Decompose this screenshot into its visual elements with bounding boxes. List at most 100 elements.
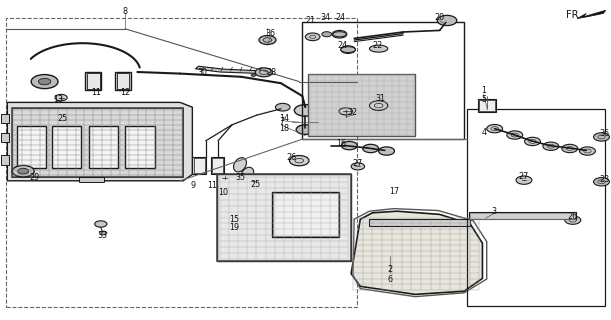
Text: 20: 20 bbox=[434, 13, 445, 22]
Text: 28: 28 bbox=[266, 68, 277, 77]
Text: 19: 19 bbox=[229, 223, 239, 232]
Text: 26: 26 bbox=[287, 153, 297, 162]
Text: 32: 32 bbox=[348, 108, 358, 117]
Bar bbox=[79, 177, 104, 182]
Circle shape bbox=[543, 142, 559, 150]
Bar bbox=[480, 100, 496, 111]
Bar bbox=[1, 155, 9, 165]
Text: 9: 9 bbox=[191, 181, 196, 190]
Bar bbox=[125, 126, 155, 168]
Circle shape bbox=[487, 124, 503, 133]
Text: 34: 34 bbox=[321, 13, 331, 22]
Text: 12: 12 bbox=[120, 88, 130, 97]
Circle shape bbox=[95, 221, 107, 227]
Circle shape bbox=[593, 133, 609, 141]
Circle shape bbox=[363, 144, 379, 153]
Bar bbox=[212, 158, 223, 173]
Text: 16: 16 bbox=[336, 139, 346, 148]
Circle shape bbox=[18, 168, 29, 174]
Bar bbox=[370, 219, 470, 226]
Bar bbox=[6, 18, 357, 307]
Text: 23: 23 bbox=[599, 175, 610, 184]
Ellipse shape bbox=[233, 158, 246, 172]
Text: 15: 15 bbox=[229, 215, 239, 224]
Circle shape bbox=[370, 101, 388, 110]
Text: 7: 7 bbox=[280, 117, 285, 126]
Circle shape bbox=[251, 74, 256, 76]
Circle shape bbox=[516, 176, 532, 184]
Text: 36: 36 bbox=[599, 129, 610, 138]
Text: 6: 6 bbox=[387, 275, 392, 284]
Bar bbox=[12, 108, 183, 177]
Text: 3: 3 bbox=[491, 207, 496, 216]
Bar bbox=[309, 74, 415, 136]
Bar bbox=[469, 212, 576, 219]
Circle shape bbox=[290, 156, 309, 166]
Bar bbox=[192, 157, 206, 174]
Ellipse shape bbox=[370, 45, 388, 52]
Bar bbox=[309, 74, 415, 136]
Circle shape bbox=[565, 216, 580, 224]
Polygon shape bbox=[196, 66, 266, 74]
Bar bbox=[273, 193, 338, 236]
Text: 31: 31 bbox=[375, 94, 386, 103]
Bar bbox=[12, 108, 183, 177]
Circle shape bbox=[296, 125, 315, 134]
Circle shape bbox=[255, 68, 273, 77]
Circle shape bbox=[351, 163, 365, 170]
Circle shape bbox=[322, 32, 332, 37]
Text: 33: 33 bbox=[97, 231, 107, 240]
Text: 5: 5 bbox=[481, 95, 486, 104]
Circle shape bbox=[259, 36, 276, 44]
Bar bbox=[115, 72, 131, 90]
Text: 25: 25 bbox=[250, 180, 260, 189]
Text: 35: 35 bbox=[235, 173, 245, 182]
Text: 10: 10 bbox=[218, 188, 228, 197]
Text: 1: 1 bbox=[481, 86, 486, 95]
Text: 27: 27 bbox=[352, 159, 362, 168]
Ellipse shape bbox=[333, 32, 346, 37]
Text: 21: 21 bbox=[305, 16, 315, 25]
Bar bbox=[467, 109, 604, 306]
Bar bbox=[86, 72, 101, 90]
Text: 25: 25 bbox=[58, 114, 68, 123]
Text: 11: 11 bbox=[208, 181, 218, 190]
Bar bbox=[478, 99, 497, 112]
Circle shape bbox=[562, 144, 577, 153]
Circle shape bbox=[507, 131, 523, 139]
Polygon shape bbox=[577, 10, 606, 19]
Bar bbox=[87, 73, 100, 89]
Circle shape bbox=[100, 231, 107, 235]
Text: 24: 24 bbox=[337, 41, 347, 50]
Circle shape bbox=[276, 103, 290, 111]
Bar bbox=[1, 114, 9, 123]
Text: 13: 13 bbox=[53, 95, 63, 104]
Text: 2: 2 bbox=[387, 265, 392, 274]
Ellipse shape bbox=[341, 47, 356, 52]
Text: 4: 4 bbox=[481, 128, 487, 137]
Circle shape bbox=[437, 15, 457, 26]
Text: 22: 22 bbox=[372, 41, 382, 50]
Text: FR.: FR. bbox=[566, 10, 582, 20]
Circle shape bbox=[218, 174, 232, 181]
Bar bbox=[117, 73, 129, 89]
Circle shape bbox=[247, 178, 260, 184]
Circle shape bbox=[342, 141, 357, 150]
Bar bbox=[470, 213, 574, 219]
Circle shape bbox=[332, 30, 347, 38]
Circle shape bbox=[295, 105, 316, 116]
Circle shape bbox=[341, 46, 356, 53]
Text: 11: 11 bbox=[91, 88, 101, 97]
Polygon shape bbox=[7, 102, 192, 181]
Bar bbox=[194, 158, 205, 173]
Bar bbox=[272, 192, 339, 237]
Bar bbox=[217, 174, 351, 261]
Bar bbox=[17, 126, 46, 168]
Text: 18: 18 bbox=[280, 124, 290, 133]
Polygon shape bbox=[351, 211, 483, 294]
Bar bbox=[1, 133, 9, 142]
Circle shape bbox=[306, 33, 320, 41]
Bar bbox=[211, 157, 224, 174]
Text: 36: 36 bbox=[266, 29, 276, 38]
Circle shape bbox=[579, 147, 595, 155]
